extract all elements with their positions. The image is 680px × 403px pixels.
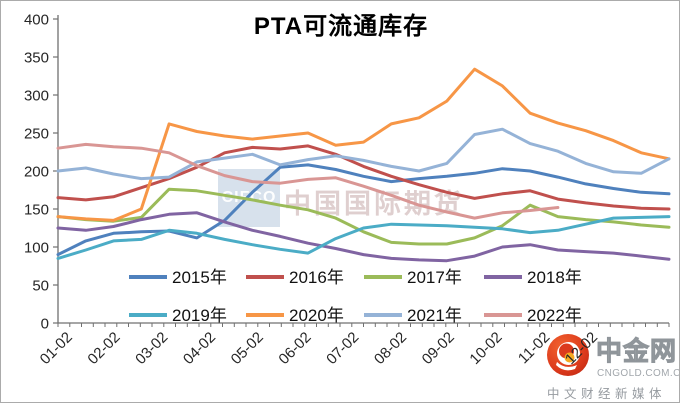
y-tick-label: 350 (24, 50, 49, 67)
series-line-2021年 (56, 127, 671, 181)
legend-label: 2017年 (407, 268, 462, 287)
series-line-2020年 (56, 67, 671, 222)
legend-label: 2022年 (527, 306, 582, 325)
legend-label: 2015年 (172, 268, 227, 287)
legend-label: 2018年 (527, 268, 582, 287)
x-tick-label: 06-02 (275, 329, 314, 368)
series-line-2017年 (56, 187, 671, 246)
legend-label: 2019年 (172, 306, 227, 325)
y-tick-label: 100 (24, 240, 49, 257)
series-line-2018年 (56, 211, 671, 263)
brand-domain: CNGOLD.COM.CN (597, 368, 680, 379)
series-line-2022年 (56, 142, 560, 220)
chart-title: PTA可流通库存 (253, 13, 429, 40)
legend-label: 2020年 (289, 306, 344, 325)
y-tick-label: 50 (32, 278, 49, 295)
legend-label: 2021年 (407, 306, 462, 325)
y-tick-label: 400 (24, 12, 49, 29)
x-tick-label: 03-02 (132, 329, 171, 368)
legend-label: 2016年 (289, 268, 344, 287)
brand-logo: 中金网 CNGOLD.COM.CN 中文财经新媒体 (546, 330, 680, 401)
x-tick-label: 07-02 (323, 329, 362, 368)
watermark-company-text: 中国国际期货 (284, 189, 464, 219)
y-tick-label: 250 (24, 126, 49, 143)
series-line-2016年 (56, 144, 671, 211)
brand-name: 中金网 (595, 336, 678, 367)
x-tick-label: 12-02 (562, 329, 601, 368)
x-tick-label: 11-02 (515, 329, 553, 367)
x-tick-label: 08-02 (371, 329, 410, 368)
cngold-swirl-logo-icon (547, 334, 589, 376)
y-tick-label: 150 (24, 202, 49, 219)
x-tick-label: 02-02 (84, 329, 123, 368)
x-tick-label: 09-02 (419, 329, 458, 368)
y-tick-label: 200 (24, 164, 49, 181)
series-line-2015年 (56, 163, 671, 257)
y-tick-label: 0 (41, 316, 49, 333)
x-tick-label: 10-02 (466, 329, 505, 368)
y-tick-label: 300 (24, 88, 49, 105)
x-tick-label: 01-02 (37, 329, 76, 368)
series-line-2019年 (56, 215, 671, 260)
brand-tagline: 中文财经新媒体 (547, 387, 667, 401)
x-tick-label: 05-02 (228, 329, 267, 368)
x-tick-label: 04-02 (180, 329, 219, 368)
